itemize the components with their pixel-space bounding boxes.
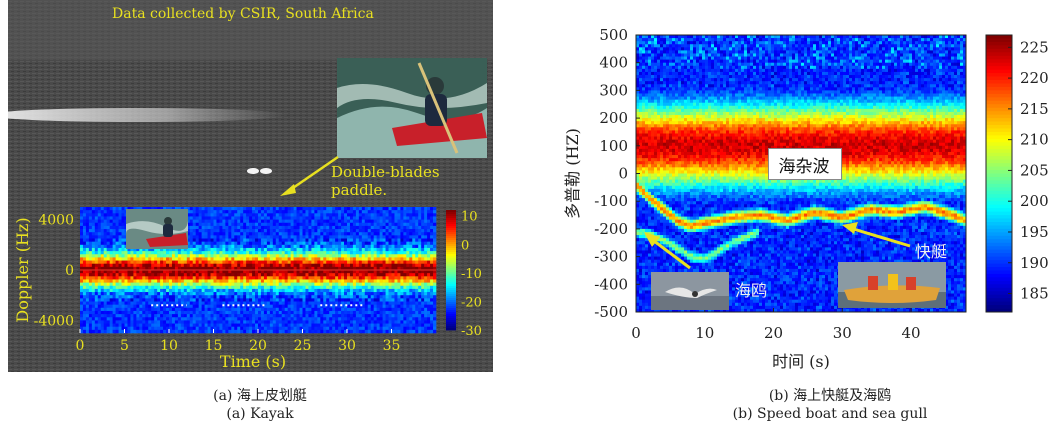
x-tick-label: 35 (383, 338, 401, 354)
colorbar-tick-label: 185 (1020, 285, 1049, 303)
x-tick-label: 15 (205, 338, 223, 354)
colorbar-tick-label: 215 (1020, 100, 1049, 118)
x-tick-label: 0 (76, 338, 85, 354)
y-tick-label: -500 (594, 303, 628, 321)
colorbar-tick-label: 205 (1020, 161, 1049, 179)
colorbar-tick-label: 210 (1020, 131, 1049, 149)
y-tick-label: -100 (594, 192, 628, 210)
panel-a: Data collected by CSIR, South Africa Dou… (8, 0, 493, 372)
colorbar-tick-label: 200 (1020, 192, 1049, 210)
colorbar-tick-label: -20 (461, 295, 482, 310)
caption-a-en: (a) Kayak (226, 406, 294, 422)
x-tick-label: 0 (631, 324, 641, 342)
gull-photo (651, 272, 729, 310)
y-tick-label: 100 (599, 137, 628, 155)
kayak-target (247, 168, 259, 174)
x-tick-label: 10 (695, 324, 714, 342)
colorbar-tick-label: 195 (1020, 223, 1049, 241)
x-axis-label: Time (s) (220, 352, 286, 371)
x-tick-label: 40 (901, 324, 920, 342)
x-tick-label: 20 (249, 338, 267, 354)
y-tick-label: -300 (594, 248, 628, 266)
kayak-wake (8, 108, 288, 122)
x-tick-label: 20 (764, 324, 783, 342)
colorbar-tick-label: -10 (461, 267, 482, 282)
gull-label: 海鸥 (735, 281, 768, 300)
y-tick-label: 0 (65, 263, 74, 279)
panel-b-arrows (644, 222, 911, 270)
y-tick-label: -400 (594, 275, 628, 293)
clutter-label-box (768, 148, 842, 180)
y-tick-label: 0 (618, 165, 628, 183)
annotation-arrows (280, 155, 339, 196)
clutter-label: 海杂波 (778, 157, 830, 177)
csir-banner: Data collected by CSIR, South Africa (112, 6, 374, 22)
caption-b-cn: (b) 海上快艇及海鸥 (768, 388, 892, 404)
colorbar-tick-label: 190 (1020, 254, 1049, 272)
kayak-inset-photo (126, 209, 188, 249)
y-axis-label: Doppler (Hz) (13, 217, 32, 322)
x-tick-label: 30 (338, 338, 356, 354)
y-tick-label: 4000 (38, 213, 74, 229)
x-tick-label: 10 (160, 338, 178, 354)
caption-a-cn: (a) 海上皮划艇 (213, 388, 307, 404)
y-tick-label: 200 (599, 109, 628, 127)
colorbar-tick-label: 10 (461, 210, 478, 225)
y-axis-label: 多普勒 (HZ) (563, 128, 582, 219)
colorbar-tick-label: -30 (461, 324, 482, 339)
kayak-photo (337, 58, 487, 158)
boat-photo (838, 262, 946, 308)
boat-label: 快艇 (915, 242, 948, 261)
photo-label: Double-blades paddle. (331, 163, 440, 199)
y-tick-label: 500 (599, 26, 628, 44)
colorbar-tick-label: 225 (1020, 38, 1049, 56)
x-tick-label: 30 (833, 324, 852, 342)
y-tick-label: -4000 (34, 313, 74, 329)
y-tick-label: 300 (599, 81, 628, 99)
x-axis-label: 时间 (s) (772, 352, 830, 371)
colorbar-tick-label: 0 (461, 238, 469, 253)
colorbar-tick-label: 220 (1020, 69, 1049, 87)
caption-b-en: (b) Speed boat and sea gull (732, 406, 928, 422)
y-tick-label: -200 (594, 220, 628, 238)
colorbar-frame (985, 34, 1013, 313)
x-tick-label: 5 (120, 338, 129, 354)
y-tick-label: 400 (599, 54, 628, 72)
x-tick-label: 25 (294, 338, 312, 354)
